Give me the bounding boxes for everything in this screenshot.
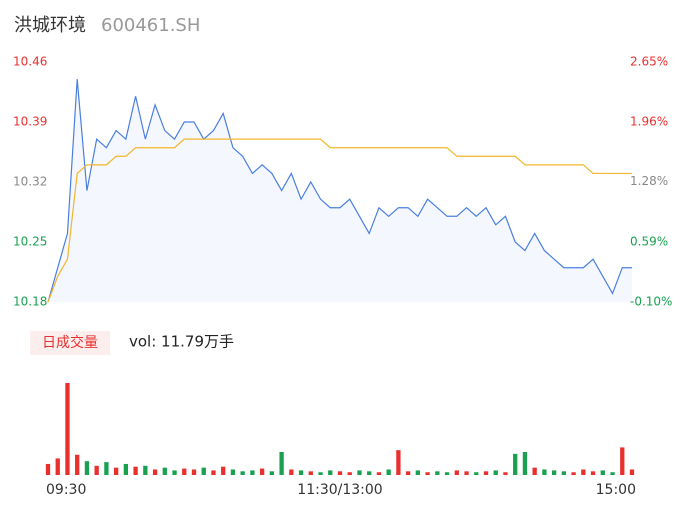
volume-bar (561, 471, 567, 475)
volume-bar (513, 453, 518, 475)
volume-bar (259, 468, 265, 475)
volume-bar (357, 470, 362, 475)
volume-bar (454, 470, 459, 475)
volume-bar (464, 471, 469, 475)
volume-bar (318, 472, 323, 475)
volume-bar (425, 472, 430, 475)
y-tick-label: 10.46 (13, 55, 47, 69)
volume-bar (590, 471, 596, 475)
y2-tick-label: 1.28% (630, 174, 668, 188)
volume-bar (143, 465, 148, 475)
volume-bar (123, 463, 129, 475)
volume-bar (483, 471, 489, 475)
x-tick-label: 15:00 (596, 482, 636, 498)
volume-bar (474, 472, 479, 475)
volume-bar (182, 468, 187, 475)
volume-bar (435, 471, 440, 475)
average-line (47, 138, 632, 303)
volume-bar (104, 462, 109, 475)
volume-bar (55, 458, 60, 475)
volume-tag: 日成交量 (42, 334, 98, 351)
volume-bar (250, 470, 255, 475)
volume-bar (162, 467, 167, 475)
y2-tick-label: 1.96% (630, 115, 668, 129)
volume-bar (269, 471, 275, 475)
volume-bar (113, 467, 119, 475)
volume-bar (367, 471, 372, 475)
price-area (48, 79, 632, 303)
y2-tick-label: 0.59% (630, 234, 668, 248)
volume-bar (191, 469, 197, 475)
volume-bar (503, 472, 508, 475)
volume-bar (298, 470, 304, 475)
volume-bar (493, 470, 498, 475)
volume-bar (347, 472, 352, 475)
volume-bar (620, 447, 625, 475)
volume-bar (133, 466, 138, 475)
volume-bar (201, 467, 206, 475)
stock-name: 洪城环境 (14, 15, 86, 36)
price-line (47, 79, 632, 303)
volume-bar (376, 472, 382, 475)
y2-tick-label: 2.65% (630, 55, 668, 69)
volume-tag-bg (30, 331, 110, 355)
y2-tick-label: -0.10% (630, 295, 672, 309)
volume-bar (75, 454, 80, 475)
volume-bar (240, 471, 245, 475)
volume-bar (551, 470, 557, 475)
volume-bar (337, 471, 343, 475)
volume-bar (415, 470, 421, 475)
volume-bar (211, 470, 216, 475)
volume-bar (328, 470, 333, 475)
volume-bar (152, 469, 158, 475)
y-tick-label: 10.32 (13, 175, 47, 189)
volume-bar (444, 472, 450, 475)
volume-bar (629, 469, 635, 475)
volume-total: vol: 11.79万手 (129, 333, 234, 351)
x-tick-label: 09:30 (46, 482, 86, 498)
volume-bar (571, 472, 576, 475)
volume-bar (386, 469, 391, 475)
volume-bar (230, 469, 236, 475)
volume-bar (308, 471, 313, 475)
stock-code: 600461.SH (101, 15, 200, 36)
volume-bar (221, 466, 226, 475)
volume-bar (396, 450, 401, 475)
volume-bar (94, 465, 99, 475)
y-tick-label: 10.39 (13, 115, 47, 129)
y-tick-label: 10.25 (13, 235, 47, 249)
volume-bar (405, 471, 411, 475)
volume-bar (45, 463, 51, 475)
volume-bar (600, 470, 605, 475)
volume-bar (289, 469, 294, 475)
volume-bar (84, 461, 90, 475)
y-tick-label: 10.18 (13, 295, 47, 309)
volume-bar (522, 452, 528, 475)
volume-bar (610, 472, 615, 475)
volume-bar (172, 470, 177, 475)
volume-bar (65, 383, 70, 475)
volume-bar (542, 469, 547, 475)
x-tick-label: 11:30/13:00 (297, 482, 382, 498)
volume-bar (532, 467, 537, 475)
volume-bar (279, 452, 284, 475)
volume-bar (581, 469, 586, 475)
